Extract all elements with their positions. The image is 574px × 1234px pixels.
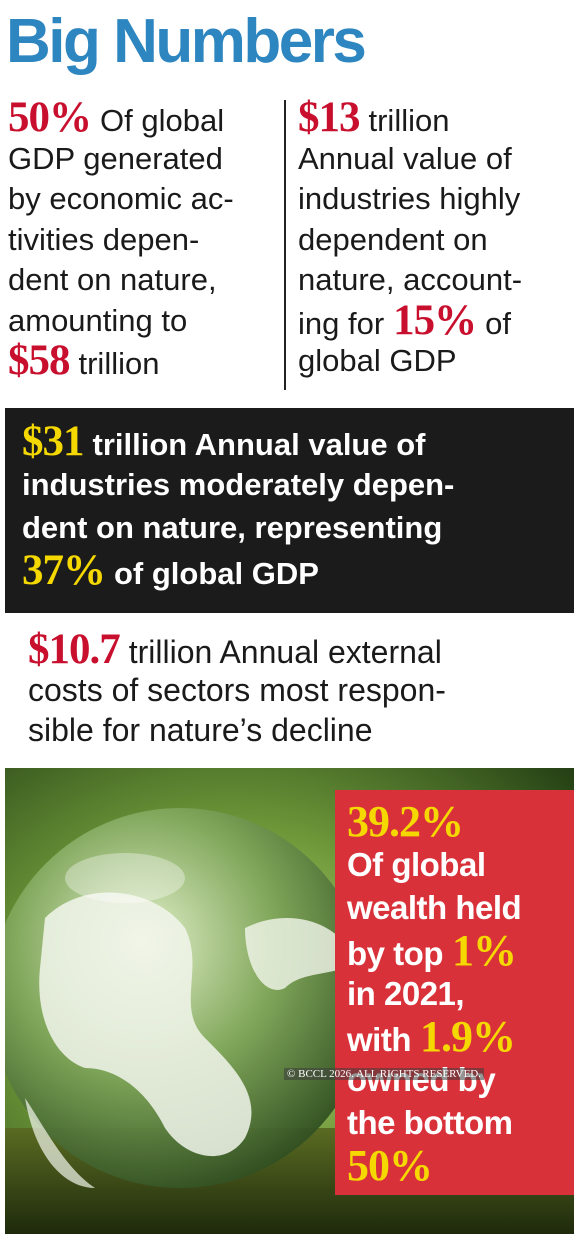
fact-text: Of global	[347, 846, 486, 883]
fact-text: global GDP	[298, 343, 457, 378]
fact-text: GDP generated	[8, 140, 223, 176]
fact-line: ing for 15% of	[298, 299, 522, 342]
fact-line: dent on nature, representing	[22, 506, 454, 549]
fact-text: trillion Annual value of	[92, 427, 426, 462]
fact-line: amounting to	[8, 301, 234, 342]
fact-text: Annual value of	[298, 140, 512, 176]
fact: 39.2% Of global wealth held by top 1% in 2021…	[347, 797, 522, 1190]
fact-text: industries highly	[298, 181, 521, 216]
fact-line: 50% Of global	[8, 96, 234, 139]
fact-text: trillion	[368, 103, 450, 138]
fact-line: Annual value of	[298, 139, 522, 180]
fact-text: sible for nature’s decline	[28, 712, 373, 748]
fact-line: Of global	[347, 843, 521, 886]
dark-panel	[5, 408, 574, 613]
fact-line: in 2021,	[347, 972, 521, 1015]
figure: 50%	[347, 1141, 433, 1190]
fact-text: trillion	[78, 346, 160, 381]
figure: 50%	[8, 94, 92, 141]
fact-text: of global GDP	[114, 556, 319, 591]
figure: $31	[22, 418, 84, 465]
fact: $31 trillion Annual value of industries mo…	[22, 420, 454, 592]
fact-line: $10.7 trillion Annual external	[28, 628, 446, 671]
fact-text: dependent on	[298, 221, 488, 257]
fact-line: wealth held	[347, 886, 522, 929]
figure: $58	[8, 337, 70, 384]
fact-line: tivities depen-	[8, 220, 234, 261]
fact-text: of	[485, 305, 512, 341]
fact-line: $31 trillion Annual value of	[22, 420, 454, 463]
figure: $13	[298, 94, 360, 141]
fact-text: tivities depen-	[8, 221, 200, 257]
figure: 37%	[22, 547, 106, 594]
fact-text: dent on nature,	[8, 262, 217, 297]
fact-text: nature, account-	[298, 262, 523, 297]
fact-line: 39.2%	[347, 797, 521, 846]
fact-line: industries highly	[298, 179, 522, 220]
fact-text: amounting to	[8, 302, 188, 338]
fact-line: sible for nature’s decline	[28, 710, 446, 750]
title: Big Numbers	[6, 7, 367, 76]
figure: 39.2%	[347, 797, 464, 846]
fact-line: GDP generated	[8, 139, 234, 180]
fact: $13 trillion Annual value of industries hig…	[298, 96, 522, 382]
fact-text: industries moderately depen-	[22, 467, 455, 502]
fact-line: by top 1%	[347, 926, 521, 975]
fact-text: by top	[347, 935, 443, 972]
fact-line: by economic ac-	[8, 179, 234, 220]
fact: $10.7 trillion Annual external costs of se…	[28, 628, 446, 750]
fact-line: $58 trillion	[8, 339, 234, 382]
fact-text: ing for	[298, 305, 385, 341]
fact-text: trillion Annual external	[128, 634, 442, 670]
fact-text: costs of sectors most respon-	[28, 672, 446, 708]
fact-line: dependent on	[298, 220, 522, 261]
fact-line: costs of sectors most respon-	[28, 670, 446, 710]
fact-text: dent on nature, representing	[22, 510, 443, 545]
fact-line: global GDP	[298, 341, 522, 382]
fact-line: nature, account-	[298, 260, 522, 301]
fact-text: in 2021,	[347, 975, 465, 1012]
divider	[284, 100, 286, 390]
fact-text: Of global	[100, 103, 225, 138]
fact-text: wealth held	[347, 889, 522, 926]
fact: 50% Of global GDP generated by economic ac-…	[8, 96, 234, 382]
fact-line: 50%	[347, 1141, 521, 1190]
fact-text: by economic ac-	[8, 181, 234, 216]
fact-line: 37% of global GDP	[22, 549, 454, 592]
red-panel	[335, 790, 574, 1195]
fact-line: industries moderately depen-	[22, 463, 454, 506]
figure: 1%	[451, 926, 517, 975]
fact-line: the bottom	[347, 1101, 521, 1144]
fact-line: with 1.9%	[347, 1012, 521, 1061]
watermark: © BCCL 2026. ALL RIGHTS RESERVED.	[284, 1068, 484, 1080]
figure: $10.7	[28, 626, 121, 673]
figure: 15%	[393, 296, 477, 344]
fact-line: dent on nature,	[8, 260, 234, 301]
fact-text: with	[347, 1021, 411, 1058]
figure: 1.9%	[419, 1012, 516, 1061]
fact-text: the bottom	[347, 1104, 513, 1141]
fact-line: $13 trillion	[298, 96, 522, 139]
